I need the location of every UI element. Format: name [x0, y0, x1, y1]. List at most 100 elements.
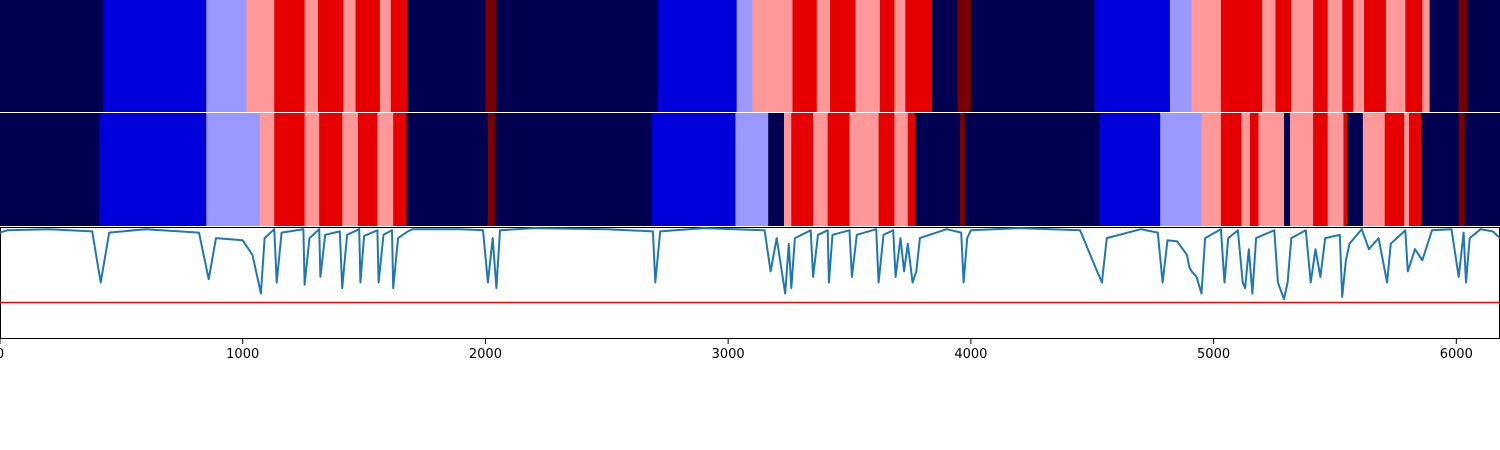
heatmap-cell-band1-30	[1220, 0, 1263, 112]
heatmap-cell-band1-42	[1429, 0, 1460, 112]
heatmap-cell-band2-39	[1343, 113, 1348, 226]
heatmap-cell-band2-11	[406, 113, 489, 226]
heatmap-cell-band2-46	[1458, 113, 1466, 226]
heatmap-cell-band2-3	[259, 113, 275, 226]
line-plot-axes	[0, 227, 1500, 339]
heatmap-cell-band1-16	[752, 0, 793, 112]
heatmap-cell-band2-37	[1313, 113, 1329, 226]
line-plot	[0, 227, 1500, 301]
heatmap-cell-band1-20	[855, 0, 881, 112]
heatmap-cell-band2-7	[342, 113, 359, 226]
x-tick-label-1: 1000	[226, 347, 259, 362]
heatmap-cell-band2-43	[1404, 113, 1410, 226]
heatmap-cell-band1-1	[103, 0, 207, 112]
heatmap-cell-band1-9	[379, 0, 392, 112]
heatmap-cell-band1-33	[1291, 0, 1314, 112]
heatmap-cell-band1-7	[343, 0, 357, 112]
heatmap-cell-band1-43	[1458, 0, 1468, 112]
heatmap-cell-band2-36	[1290, 113, 1314, 226]
heatmap-cell-band2-27	[964, 113, 1101, 226]
heatmap-cell-band1-40	[1405, 0, 1423, 112]
x-tick-label-6: 6000	[1440, 347, 1473, 362]
heatmap-cell-band2-20	[827, 113, 851, 226]
heatmap-cell-band1-28	[1169, 0, 1193, 112]
heatmap-cell-band1-5	[304, 0, 319, 112]
heatmap-cell-band1-10	[390, 0, 409, 112]
heatmap-cell-band2-23	[894, 113, 909, 226]
heatmap-cell-band1-37	[1353, 0, 1365, 112]
heatmap-cell-band2-16	[768, 113, 785, 226]
heatmap-cell-band2-15	[735, 113, 769, 226]
heatmap-cell-band2-13	[495, 113, 653, 226]
heatmap-cell-band1-36	[1342, 0, 1354, 112]
heatmap-cell-band1-21	[879, 0, 895, 112]
heatmap-cell-band1-15	[736, 0, 753, 112]
heatmap-cell-band1-27	[1094, 0, 1171, 112]
heatmap-cell-band1-2	[206, 0, 247, 112]
heatmap-cell-band1-13	[496, 0, 659, 112]
heatmap-cell-band1-6	[317, 0, 344, 112]
heatmap-cell-band2-12	[487, 113, 496, 226]
heatmap-cell-band1-34	[1313, 0, 1329, 112]
heatmap-cell-band2-21	[849, 113, 880, 226]
heatmap-cell-band2-14	[651, 113, 736, 226]
heatmap-cell-band2-32	[1241, 113, 1251, 226]
x-tick-label-4: 4000	[954, 347, 987, 362]
heatmap-cell-band1-22	[894, 0, 906, 112]
heatmap-cell-band1-18	[816, 0, 831, 112]
heatmap-cell-band2-0	[0, 113, 101, 226]
heatmap-cell-band1-8	[355, 0, 381, 112]
heatmap-cell-band2-25	[915, 113, 961, 226]
heatmap-cell-band1-0	[0, 0, 104, 112]
heatmap-cell-band1-35	[1327, 0, 1343, 112]
heatmap-cell-band1-41	[1422, 0, 1431, 112]
heatmap-cell-band1-17	[792, 0, 818, 112]
line-panel-frame	[0, 227, 1500, 339]
heatmap-cell-band2-34	[1258, 113, 1285, 226]
heatmap-cell-band1-24	[932, 0, 959, 112]
heatmap-cell-band2-44	[1408, 113, 1422, 226]
heatmap-cell-band2-35	[1283, 113, 1291, 226]
x-tick-label-3: 3000	[712, 347, 745, 362]
heatmap-cell-band1-44	[1467, 0, 1500, 112]
heatmap-cell-band1-31	[1262, 0, 1276, 112]
heatmap-cell-band2-38	[1327, 113, 1344, 226]
heatmap-cell-band2-42	[1384, 113, 1405, 226]
heatmap-cell-band1-11	[407, 0, 486, 112]
heatmap-cell-band2-9	[377, 113, 394, 226]
heatmap-cell-band1-3	[246, 0, 275, 112]
heatmap-cell-band2-24	[907, 113, 916, 226]
heatmap-cell-band2-1	[99, 113, 207, 226]
heatmap-cell-band2-10	[393, 113, 408, 226]
heatmap-cell-band1-26	[970, 0, 1096, 112]
heatmap-cell-band2-4	[274, 113, 306, 226]
heatmap-cell-band2-26	[959, 113, 966, 226]
heatmap-cell-band2-19	[813, 113, 829, 226]
heatmap-cell-band2-18	[791, 113, 814, 226]
heatmap-cell-band1-29	[1191, 0, 1222, 112]
heatmap-cell-band1-38	[1364, 0, 1387, 112]
heatmap-cell-band1-19	[830, 0, 857, 112]
heatmap-cell-band2-22	[878, 113, 895, 226]
heatmap-cell-band1-14	[657, 0, 738, 112]
heatmap-cell-band1-23	[905, 0, 933, 112]
heatmap-cell-band2-6	[319, 113, 343, 226]
x-tick-label-5: 5000	[1197, 347, 1230, 362]
heatmap-cell-band2-2	[206, 113, 261, 226]
heatmap-cell-band1-32	[1275, 0, 1292, 112]
heatmap-bands	[0, 0, 1500, 226]
heatmap-cell-band2-5	[304, 113, 320, 226]
heatmap-cell-band2-45	[1421, 113, 1460, 226]
heatmap-cell-band1-4	[274, 0, 306, 112]
heatmap-cell-band2-31	[1220, 113, 1243, 226]
x-tick-label-0: 0	[0, 347, 4, 362]
heatmap-cell-band2-47	[1464, 113, 1500, 226]
heatmap-cell-band1-39	[1385, 0, 1406, 112]
heatmap-cell-band2-17	[783, 113, 792, 226]
x-axis: 0 1000 2000 3000 4000 5000 6000	[0, 339, 1473, 362]
heatmap-cell-band2-33	[1250, 113, 1259, 226]
heatmap-cell-band1-12	[485, 0, 497, 112]
series-line	[0, 227, 1500, 301]
heatmap-cell-band2-28	[1099, 113, 1161, 226]
